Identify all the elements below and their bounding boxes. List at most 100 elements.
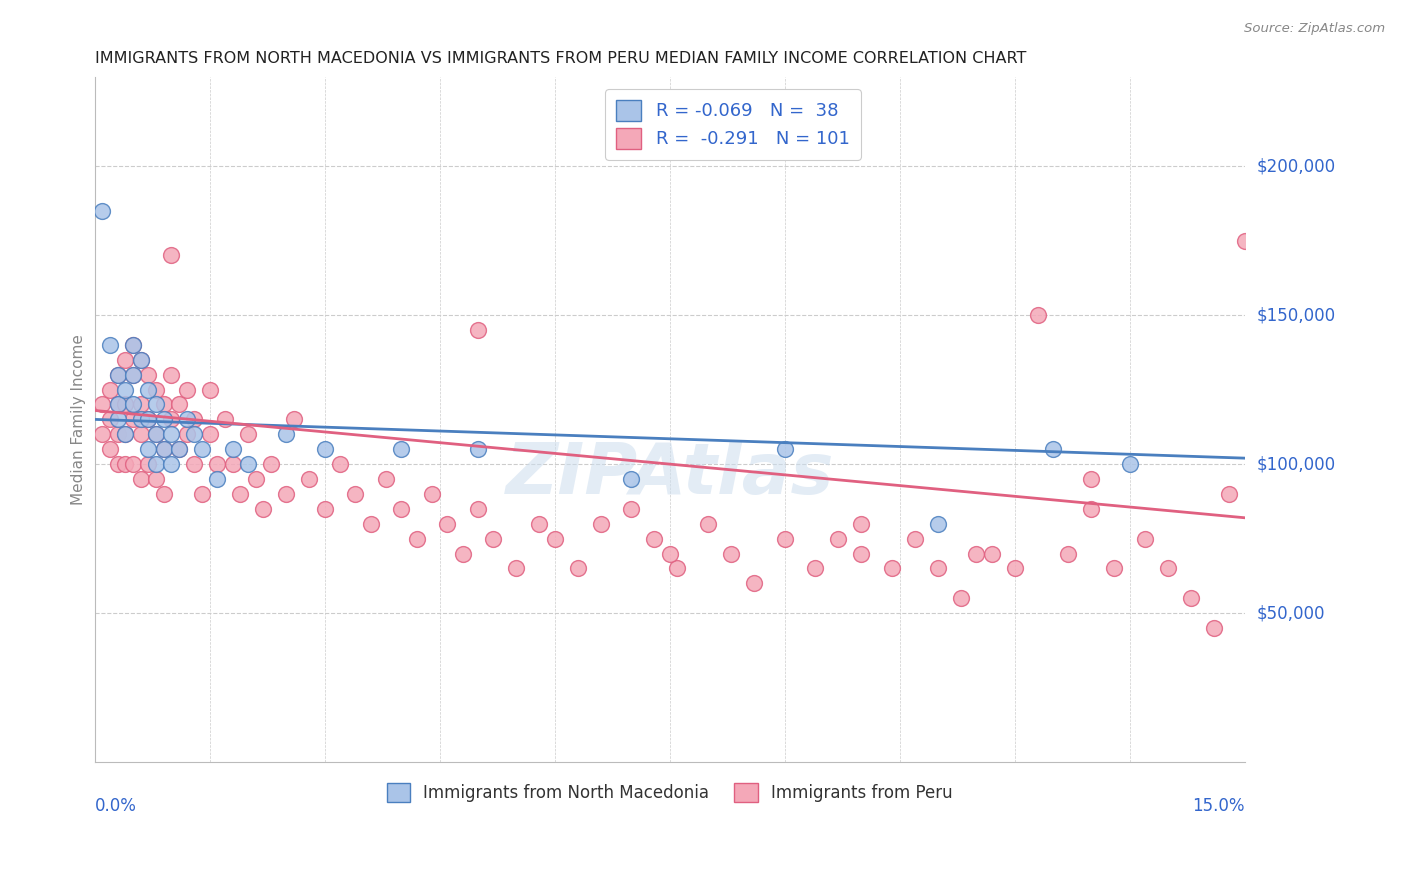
Point	[136, 383, 159, 397]
Point	[107, 397, 129, 411]
Point	[160, 368, 183, 382]
Point	[1004, 561, 1026, 575]
Point	[122, 338, 145, 352]
Point	[276, 487, 298, 501]
Point	[98, 338, 121, 352]
Text: ZIPAtlas: ZIPAtlas	[505, 440, 834, 508]
Point	[129, 352, 152, 367]
Point	[927, 561, 949, 575]
Text: IMMIGRANTS FROM NORTH MACEDONIA VS IMMIGRANTS FROM PERU MEDIAN FAMILY INCOME COR: IMMIGRANTS FROM NORTH MACEDONIA VS IMMIG…	[94, 51, 1026, 66]
Point	[1157, 561, 1180, 575]
Text: $150,000: $150,000	[1256, 306, 1336, 324]
Point	[198, 383, 221, 397]
Point	[129, 397, 152, 411]
Point	[904, 532, 927, 546]
Point	[176, 412, 198, 426]
Point	[505, 561, 527, 575]
Point	[720, 547, 742, 561]
Point	[375, 472, 398, 486]
Point	[176, 427, 198, 442]
Point	[927, 516, 949, 531]
Point	[136, 368, 159, 382]
Point	[152, 442, 174, 457]
Point	[152, 487, 174, 501]
Point	[145, 427, 167, 442]
Point	[1202, 621, 1225, 635]
Point	[176, 383, 198, 397]
Point	[129, 412, 152, 426]
Point	[620, 501, 643, 516]
Point	[167, 442, 190, 457]
Point	[620, 472, 643, 486]
Point	[643, 532, 665, 546]
Point	[236, 427, 259, 442]
Point	[207, 472, 229, 486]
Point	[276, 427, 298, 442]
Point	[160, 248, 183, 262]
Point	[167, 397, 190, 411]
Text: $100,000: $100,000	[1256, 455, 1336, 473]
Point	[283, 412, 305, 426]
Point	[880, 561, 903, 575]
Point	[122, 397, 145, 411]
Text: 15.0%: 15.0%	[1192, 797, 1244, 814]
Point	[314, 442, 336, 457]
Point	[666, 561, 689, 575]
Point	[529, 516, 551, 531]
Point	[827, 532, 849, 546]
Point	[436, 516, 458, 531]
Text: 0.0%: 0.0%	[94, 797, 136, 814]
Point	[221, 457, 243, 471]
Point	[145, 427, 167, 442]
Point	[191, 442, 214, 457]
Point	[451, 547, 474, 561]
Point	[344, 487, 367, 501]
Point	[191, 487, 214, 501]
Point	[1233, 234, 1256, 248]
Point	[236, 457, 259, 471]
Point	[1180, 591, 1202, 606]
Point	[773, 532, 796, 546]
Point	[114, 352, 136, 367]
Point	[405, 532, 427, 546]
Point	[773, 442, 796, 457]
Point	[152, 442, 174, 457]
Point	[1057, 547, 1080, 561]
Point	[697, 516, 720, 531]
Point	[122, 412, 145, 426]
Point	[214, 412, 236, 426]
Point	[482, 532, 505, 546]
Point	[122, 368, 145, 382]
Point	[136, 412, 159, 426]
Point	[314, 501, 336, 516]
Point	[145, 397, 167, 411]
Point	[245, 472, 267, 486]
Point	[122, 338, 145, 352]
Point	[229, 487, 252, 501]
Point	[107, 397, 129, 411]
Point	[129, 352, 152, 367]
Point	[107, 412, 129, 426]
Point	[107, 457, 129, 471]
Point	[98, 412, 121, 426]
Text: $50,000: $50,000	[1256, 604, 1324, 622]
Point	[122, 457, 145, 471]
Point	[122, 368, 145, 382]
Point	[114, 427, 136, 442]
Point	[1119, 457, 1142, 471]
Legend: Immigrants from North Macedonia, Immigrants from Peru: Immigrants from North Macedonia, Immigra…	[380, 776, 959, 809]
Point	[183, 412, 205, 426]
Point	[1218, 487, 1240, 501]
Point	[298, 472, 321, 486]
Point	[252, 501, 274, 516]
Point	[98, 442, 121, 457]
Point	[129, 427, 152, 442]
Point	[950, 591, 973, 606]
Point	[589, 516, 612, 531]
Point	[114, 397, 136, 411]
Point	[160, 412, 183, 426]
Point	[221, 442, 243, 457]
Point	[467, 442, 489, 457]
Point	[1133, 532, 1156, 546]
Point	[467, 323, 489, 337]
